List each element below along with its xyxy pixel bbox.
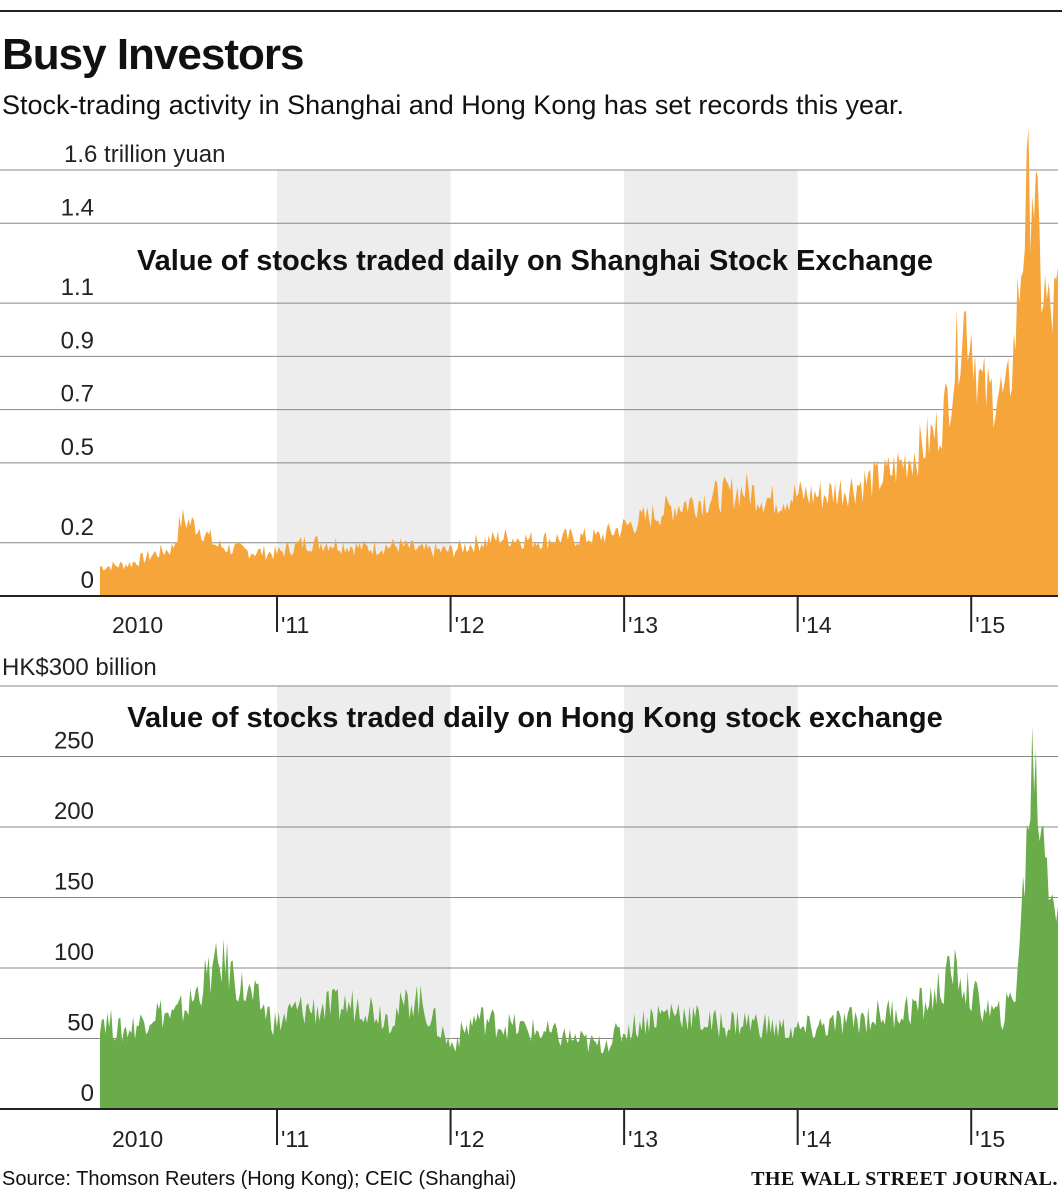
x-tick-label: 2010 (112, 1126, 163, 1152)
y-unit-label: HK$300 billion (2, 654, 157, 681)
page-subtitle: Stock-trading activity in Shanghai and H… (2, 90, 905, 120)
x-tick-label: '13 (628, 1126, 658, 1152)
panel-title: Value of stocks traded daily on Shanghai… (137, 245, 933, 277)
publisher-logo: THE WALL STREET JOURNAL. (751, 1168, 1058, 1190)
page-title: Busy Investors (2, 30, 304, 79)
x-tick-label: 2010 (112, 612, 163, 638)
chart-panel-shanghai: 1.4 1.1 0.9 0.7 0.5 0.2 0 1.6 trillion yuan Valu… (0, 128, 1058, 638)
y-tick-label: 0.9 (61, 327, 94, 354)
y-tick-label: 250 (54, 728, 94, 755)
panel-title: Value of stocks traded daily on Hong Kon… (127, 702, 942, 734)
x-tick-label: '12 (455, 1126, 485, 1152)
y-tick-label: 0 (81, 1080, 94, 1107)
y-tick-label: 1.1 (61, 274, 94, 301)
y-tick-label: 0 (81, 567, 94, 594)
x-tick-label: '14 (802, 612, 832, 638)
y-tick-label: 50 (67, 1010, 94, 1037)
x-tick-label: '11 (281, 1126, 309, 1152)
x-tick-label: '15 (975, 612, 1005, 638)
y-unit-label: 1.6 trillion yuan (64, 141, 225, 168)
top-rule (0, 10, 1062, 12)
y-tick-label: 100 (54, 939, 94, 966)
y-tick-label: 200 (54, 798, 94, 825)
source-note: Source: Thomson Reuters (Hong Kong); CEI… (2, 1168, 517, 1190)
y-tick-label: 0.5 (61, 434, 94, 461)
x-tick-label: '14 (802, 1126, 832, 1152)
x-tick-label: '12 (455, 612, 485, 638)
y-tick-label: 0.2 (61, 514, 94, 541)
chart-panel-hongkong: 250 200 150 100 50 0 HK$300 billion Value of st… (0, 654, 1058, 1152)
shaded-year-band (277, 170, 451, 596)
y-tick-label: 0.7 (61, 381, 94, 408)
y-tick-label: 150 (54, 869, 94, 896)
series-area (100, 128, 1058, 596)
x-tick-label: '11 (281, 612, 309, 638)
x-tick-label: '13 (628, 612, 658, 638)
y-tick-label: 1.4 (61, 194, 94, 221)
series-area (100, 726, 1058, 1109)
x-tick-label: '15 (975, 1126, 1005, 1152)
